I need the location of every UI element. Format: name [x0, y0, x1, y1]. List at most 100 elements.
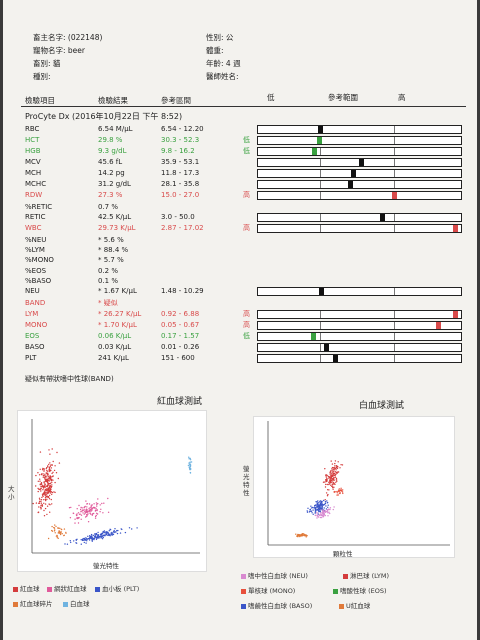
scatter-dot: [51, 485, 53, 488]
scatter-dot: [81, 507, 83, 509]
scatter-dot: [333, 467, 335, 469]
scatter-dot: [316, 515, 319, 517]
band-note: 疑似有帶狀嗜中性球(BAND): [25, 375, 114, 383]
scatter-dot: [59, 533, 62, 536]
scatter-dot: [332, 473, 335, 475]
result-name: WBC: [25, 224, 42, 232]
scatter-dot: [331, 469, 333, 471]
scatter-dot: [336, 480, 338, 482]
scatter-dot: [336, 465, 338, 468]
wbc-legend-item: U紅血球: [339, 600, 370, 610]
scatter-dot: [317, 504, 319, 506]
scatter-dot: [114, 528, 116, 530]
scatter-dot: [336, 494, 338, 496]
scatter-dot: [321, 514, 323, 517]
scatter-dot: [80, 510, 82, 513]
result-row: RBC 6.54 M/μL 6.54 - 12.20: [3, 124, 477, 135]
scatter-dot: [330, 484, 332, 486]
scatter-dot: [49, 469, 51, 471]
gauge-marker: [436, 322, 442, 329]
scatter-dot: [334, 462, 336, 465]
scatter-dot: [319, 500, 321, 503]
gauge-high-line: [394, 159, 395, 166]
scatter-dot: [50, 487, 52, 489]
result-ref: 0.92 - 6.88: [161, 310, 200, 318]
scatter-dot: [85, 514, 88, 516]
scatter-dot: [336, 492, 338, 494]
scatter-dot: [336, 467, 339, 470]
gauge-low-line: [320, 214, 321, 221]
scatter-dot: [322, 504, 324, 506]
col-result: 檢驗結果: [98, 96, 128, 105]
scatter-dot: [305, 536, 307, 538]
result-value: * 1.70 K/μL: [98, 321, 137, 329]
scatter-dot: [47, 537, 50, 540]
scatter-dot: [80, 543, 82, 545]
result-row: NEU * 1.67 K/μL 1.48 - 10.29: [3, 286, 477, 297]
range-gauge: [257, 125, 462, 134]
scatter-dot: [42, 489, 44, 491]
scatter-dot: [45, 489, 47, 491]
scatter-dot: [81, 510, 83, 512]
scatter-dot: [90, 537, 92, 539]
result-ref: 151 - 600: [161, 354, 195, 362]
scatter-dot: [189, 457, 191, 460]
scatter-dot: [106, 534, 109, 536]
result-value: * 疑似: [98, 299, 118, 307]
scatter-dot: [338, 490, 340, 492]
scatter-dot: [55, 525, 57, 528]
scatter-dot: [339, 489, 342, 492]
scatter-dot: [315, 504, 317, 506]
range-gauge: [257, 136, 462, 145]
result-name: LYM: [25, 310, 39, 318]
result-name: %EOS: [25, 267, 47, 275]
scatter-dot: [87, 538, 90, 540]
scatter-dot: [101, 532, 104, 535]
scatter-dot: [43, 470, 45, 472]
scatter-dot: [78, 517, 80, 519]
scatter-dot: [340, 487, 342, 489]
scatter-dot: [331, 468, 333, 470]
scatter-dot: [86, 540, 88, 542]
scatter-dot: [128, 527, 131, 529]
scatter-dot: [43, 477, 46, 479]
scatter-dot: [98, 535, 100, 538]
scatter-dot: [38, 502, 40, 504]
scatter-dot: [90, 508, 92, 511]
scatter-dot: [96, 513, 99, 515]
result-ref: 0.17 - 1.57: [161, 332, 200, 340]
scatter-dot: [321, 509, 323, 511]
result-ref: 15.0 - 27.0: [161, 191, 200, 199]
gauge-marker: [323, 344, 329, 351]
scatter-dot: [72, 512, 74, 514]
scatter-dot: [334, 474, 336, 477]
scatter-dot: [44, 475, 47, 477]
scatter-dot: [324, 468, 326, 470]
scatter-dot: [341, 464, 344, 466]
scatter-dot: [94, 535, 96, 537]
scatter-dot: [317, 513, 319, 515]
scatter-dot: [99, 511, 101, 513]
scatter-dot: [320, 508, 322, 510]
scatter-dot: [95, 502, 98, 504]
legend-label: 嗜酸性球 (EOS): [340, 587, 387, 595]
wbc-y-axis-label: 螢光特性: [243, 465, 250, 497]
scatter-dot: [331, 477, 333, 479]
scatter-dot: [51, 478, 53, 481]
scatter-dot: [94, 534, 96, 536]
result-row: WBC 29.73 K/μL 2.87 - 17.02 高: [3, 223, 477, 234]
scatter-dot: [46, 488, 48, 490]
scatter-dot: [113, 530, 115, 532]
scatter-dot: [325, 483, 327, 486]
gauge-marker: [316, 137, 322, 144]
gauge-marker: [319, 288, 325, 295]
result-name: MCV: [25, 158, 41, 166]
scatter-dot: [83, 541, 86, 544]
scatter-dot: [324, 481, 326, 483]
scatter-dot: [40, 500, 42, 503]
wbc-x-axis-label: 顆粒性: [333, 550, 353, 558]
scatter-dot: [305, 534, 307, 536]
result-row: MONO * 1.70 K/μL 0.05 - 0.67 高: [3, 320, 477, 331]
scatter-dot: [331, 473, 333, 475]
scatter-dot: [312, 513, 314, 515]
